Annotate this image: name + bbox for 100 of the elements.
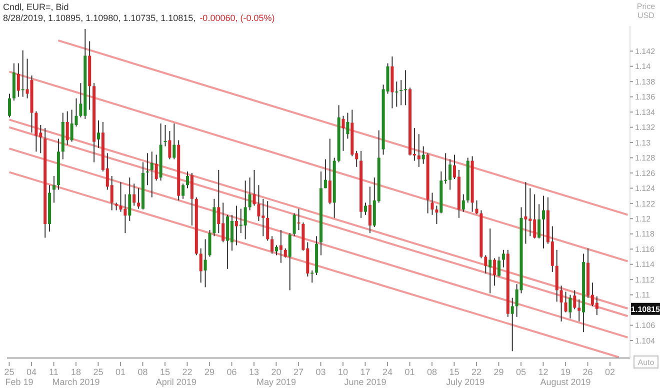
candlestick (270, 236, 274, 254)
candlestick (324, 158, 327, 189)
candlestick (292, 212, 296, 237)
candlestick (137, 188, 140, 210)
candlestick (21, 50, 24, 98)
candlestick (146, 152, 149, 186)
candlestick (252, 169, 256, 206)
text: Auto (638, 358, 655, 367)
text: May 2019 (256, 377, 296, 387)
candlestick (284, 248, 287, 258)
candlestick (560, 285, 563, 322)
candlestick (279, 230, 282, 264)
x-tick-label: 13 (248, 367, 259, 377)
text: Feb 19 (5, 377, 34, 387)
candlestick (417, 134, 420, 168)
candlestick (52, 176, 56, 204)
candlestick (275, 244, 278, 256)
y-tick-label: 1.12 (635, 214, 652, 224)
y-tick-label: 1.118 (635, 230, 655, 239)
candlestick (288, 232, 292, 291)
x-tick-label: 19 (560, 367, 570, 377)
text: -0.00060, (-0.05%) (200, 13, 275, 23)
candlestick (510, 297, 514, 352)
candlestick (328, 138, 332, 205)
text: June 2019 (344, 377, 386, 387)
candlestick (400, 80, 403, 106)
candlestick (97, 120, 100, 148)
y-tick-label: 1.138 (635, 77, 656, 86)
candlestick (128, 177, 132, 222)
candlestick (234, 205, 238, 246)
x-tick-label: 08 (138, 367, 148, 377)
x-tick-label: 01 (115, 367, 126, 377)
y-tick-label: 1.104 (635, 336, 656, 346)
x-tick-label: 12 (538, 367, 548, 377)
y-tick-label: 1.11 (635, 290, 651, 300)
x-tick-label: 11 (49, 367, 58, 377)
y-axis-title: Price USD (636, 2, 656, 20)
x-tick-label: 08 (426, 367, 437, 377)
candlestick (119, 182, 122, 212)
candlestick (266, 200, 270, 242)
candlestick (346, 112, 350, 140)
candlestick (542, 195, 545, 249)
candlestick (124, 194, 127, 234)
candlestick (164, 124, 167, 147)
x-tick-label: 10 (338, 367, 348, 377)
y-tick-label: 1.106 (635, 321, 656, 330)
x-tick-label: 22 (471, 367, 482, 377)
y-tick-label: 1.13 (635, 138, 652, 148)
text: July 2019 (446, 377, 485, 387)
candlestick (257, 184, 260, 222)
y-tick-label: 1.142 (635, 46, 656, 56)
candlestick (484, 254, 488, 274)
candlestick (493, 258, 496, 286)
text: March 2019 (52, 377, 100, 387)
candlestick (244, 180, 247, 240)
candlestick (430, 192, 434, 216)
x-tick-label: 25 (93, 367, 104, 377)
y-tick-label: 1.134 (635, 108, 656, 117)
candlestick (16, 62, 20, 98)
x-tick-label: 15 (449, 367, 460, 377)
candlestick (498, 256, 500, 278)
chart-title: Cndl, EUR=, Bid (3, 2, 69, 12)
text: 1.10815 (631, 304, 660, 314)
x-tick-label: 01 (404, 367, 415, 377)
x-tick-label: 03 (316, 367, 326, 377)
candlestick (8, 93, 11, 118)
y-tick-label: 1.114 (635, 260, 655, 270)
candlestick (364, 202, 367, 216)
candlestick (66, 110, 69, 146)
x-tick-label: 02 (604, 367, 615, 377)
x-tick-label: 26 (582, 367, 593, 377)
x-tick-label: 24 (382, 367, 392, 377)
candlestick (34, 110, 38, 152)
candlestick (448, 158, 452, 190)
candlestick (395, 81, 398, 108)
y-tick-label: 1.128 (635, 154, 656, 163)
x-tick-label: 05 (516, 367, 526, 377)
y-tick-label: 1.14 (635, 62, 652, 72)
candlestick (573, 290, 576, 310)
candlestick (404, 70, 408, 106)
y-tick-label: 1.132 (635, 123, 656, 132)
candlestick (172, 122, 176, 160)
x-tick-label: 29 (494, 367, 504, 377)
candlestick (248, 177, 252, 211)
candlestick (186, 170, 189, 189)
candlestick (488, 228, 492, 294)
candlestick (578, 298, 581, 322)
x-tick-label: 20 (271, 367, 282, 377)
x-tick-label: 22 (182, 367, 192, 377)
candlestick (502, 249, 505, 268)
candlestick (435, 205, 438, 224)
y-tick-label: 1.124 (635, 184, 656, 194)
candlestick (342, 115, 345, 152)
candlestick (368, 186, 372, 234)
candlestick (538, 204, 541, 239)
candlestick (564, 291, 568, 313)
y-tick-label: 1.126 (635, 168, 656, 178)
candlestick (524, 182, 528, 244)
candlestick (199, 248, 202, 284)
y-tick-label: 1.112 (635, 275, 655, 284)
